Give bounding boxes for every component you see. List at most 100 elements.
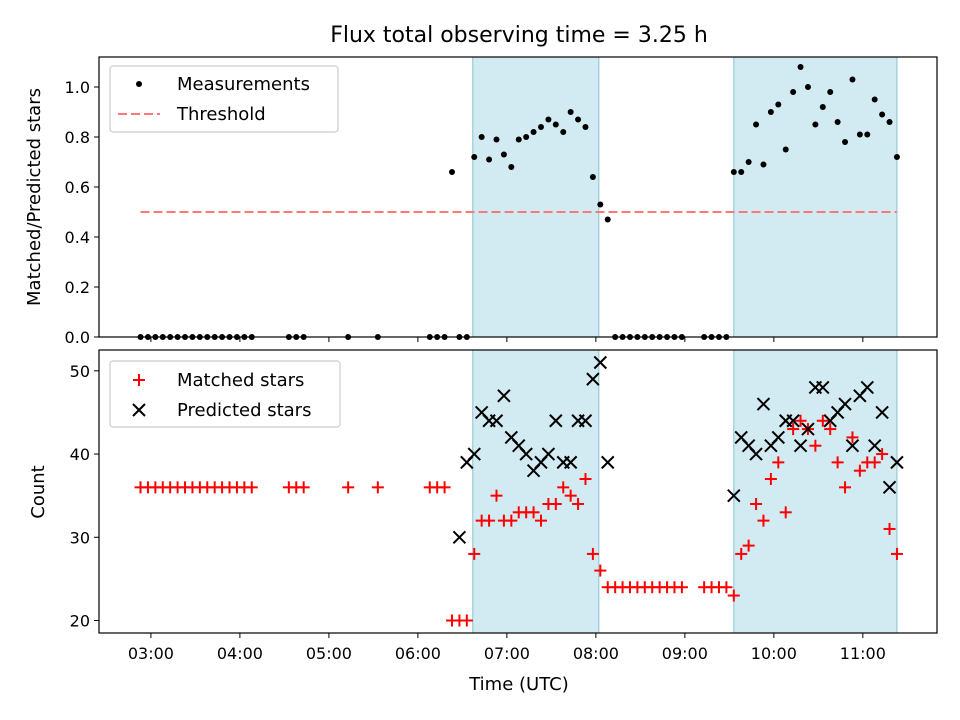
matched-star-point (460, 614, 473, 627)
measurement-point (767, 109, 774, 115)
matched-star-point (564, 489, 577, 502)
measurement-point (604, 216, 611, 223)
measurement-point (879, 111, 886, 118)
measurement-point (508, 164, 515, 170)
shaded-region-1 (472, 56, 600, 338)
measurement-point (834, 119, 841, 125)
matched-star-point (675, 581, 688, 594)
matched-star-point (853, 464, 866, 477)
x-axis-label: Time (UTC) (468, 674, 569, 695)
y-tick-label: 0.6 (65, 178, 90, 197)
chart-title: Flux total observing time = 3.25 h (330, 23, 708, 48)
measurement-point (448, 169, 455, 175)
measurement-point (893, 154, 900, 160)
predicted-star-point (586, 372, 600, 386)
y-tick-label: 0.0 (65, 328, 90, 347)
y-tick-label: 0.2 (65, 278, 90, 297)
measurement-point (782, 146, 789, 153)
matched-star-point (720, 581, 733, 594)
x-tick-label: 07:00 (484, 644, 530, 663)
matched-star-point (342, 481, 355, 494)
matched-star-point (809, 439, 822, 452)
predicted-star-point (801, 422, 815, 436)
x-tick-label: 04:00 (217, 644, 263, 663)
matched-star-point (750, 497, 763, 510)
matched-star-point (779, 506, 792, 519)
predicted-star-point (563, 455, 578, 470)
measurement-point (827, 89, 834, 95)
measurement-point (560, 129, 567, 135)
y-tick-label: 40 (70, 445, 90, 464)
measurement-point (856, 131, 863, 138)
x-tick-label: 11:00 (840, 644, 886, 663)
measurement-point (849, 76, 856, 83)
legend-predicted-marker (132, 403, 146, 417)
legend-matched-marker (133, 374, 145, 386)
measurement-point (589, 174, 596, 180)
matched-star-point (890, 547, 903, 560)
matched-star-point (371, 481, 384, 494)
bottom-x-ticks: 03:00 04:00 05:00 06:00 07:00 08:00 09:00 10:00… (128, 633, 886, 663)
matched-star-point (505, 514, 518, 527)
predicted-star-point (816, 380, 830, 395)
measurement-point (753, 121, 760, 128)
matched-star-point (572, 497, 585, 510)
measurement-point (582, 124, 589, 130)
measurement-point (864, 131, 871, 138)
matched-star-point (816, 414, 829, 427)
y-tick-label: 20 (70, 612, 90, 631)
legend-measurements-label: Measurements (177, 74, 310, 95)
matched-star-point (438, 481, 451, 494)
measurement-point (471, 154, 478, 160)
predicted-star-point (549, 414, 563, 428)
matched-star-point (787, 423, 800, 436)
measurement-point (537, 124, 544, 130)
predicted-star-point (882, 480, 897, 495)
predicted-star-point (756, 397, 771, 411)
y-tick-label: 0.4 (65, 228, 90, 247)
measurement-point (760, 161, 767, 168)
shaded-region-1 (472, 349, 600, 634)
matched-star-point (757, 514, 770, 527)
matched-star-point (579, 473, 592, 486)
matched-star-point (245, 481, 258, 494)
predicted-star-point (875, 405, 889, 420)
bottom-legend: Matched stars Predicted stars (109, 360, 341, 428)
legend-predicted-label: Predicted stars (177, 400, 311, 421)
measurement-point (552, 121, 559, 128)
predicted-star-point (593, 355, 608, 370)
matched-star-point (594, 564, 607, 577)
measurement-point (738, 169, 745, 175)
legend-measurements-marker (136, 81, 142, 87)
matched-star-point (297, 481, 310, 494)
matched-star-point (883, 522, 896, 535)
measurement-point (523, 134, 530, 140)
shaded-region-2 (733, 349, 898, 634)
top-shaded-regions (472, 56, 898, 338)
predicted-star-point (452, 530, 467, 544)
bottom-plot-frame (98, 349, 938, 634)
predicted-star-point (727, 488, 741, 503)
matched-star-point (772, 456, 785, 469)
measurement-point (567, 109, 574, 115)
measurement-point (745, 159, 752, 165)
predicted-star-point (867, 439, 882, 453)
predicted-star-point (845, 439, 860, 453)
x-tick-label: 03:00 (128, 644, 174, 663)
matched-star-point (586, 547, 599, 560)
matched-star-point (490, 489, 503, 502)
y-tick-label: 50 (70, 362, 90, 381)
matched-stars-points (134, 414, 903, 627)
matched-star-point (549, 497, 562, 510)
x-tick-label: 08:00 (573, 644, 619, 663)
predicted-stars-points (452, 355, 904, 544)
measurement-point (775, 101, 782, 108)
top-plot-frame (98, 56, 938, 338)
measurement-points (137, 64, 900, 340)
measurement-point (478, 134, 485, 140)
measurement-point (493, 136, 500, 143)
matched-star-point (527, 506, 540, 519)
measurement-point (871, 96, 878, 103)
predicted-star-point (793, 439, 808, 453)
